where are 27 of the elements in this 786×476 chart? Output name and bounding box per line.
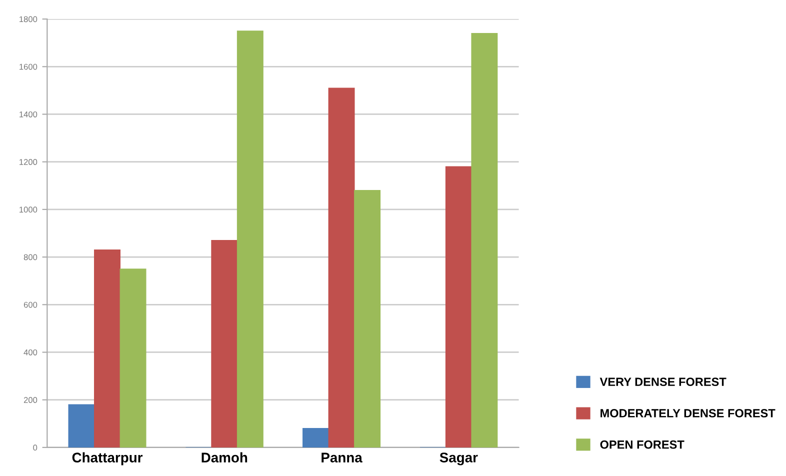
bar [68, 404, 95, 448]
bar [302, 428, 329, 448]
y-tick-label: 800 [24, 254, 38, 260]
y-tick-label: 1400 [20, 111, 38, 118]
bar [471, 32, 498, 448]
x-tick-label: Panna [322, 452, 362, 463]
y-tick-label: 200 [24, 397, 38, 403]
y-tick-label: 1600 [20, 64, 38, 70]
legend-label: MODERATELY DENSE FOREST [600, 409, 776, 418]
legend-label: VERY DENSE FOREST [600, 378, 726, 386]
y-tick-label: 1200 [20, 159, 38, 165]
bar [120, 268, 146, 448]
x-tick-label: Chattarpur [72, 452, 143, 466]
bar [211, 240, 238, 448]
y-tick-label: 1800 [20, 16, 38, 22]
x-tick-label: Damoh [202, 452, 248, 463]
y-tick-label: 0 [33, 444, 38, 451]
legend-label: OPEN FOREST [600, 440, 684, 449]
y-tick-label: 600 [24, 302, 38, 308]
bar [94, 250, 120, 448]
bar [354, 190, 381, 448]
bar [236, 30, 264, 448]
bar [445, 166, 472, 448]
y-tick-label: 400 [24, 349, 38, 356]
bar [328, 88, 355, 448]
y-tick-label: 1000 [20, 206, 38, 213]
x-tick-label: Sagar [440, 452, 478, 466]
